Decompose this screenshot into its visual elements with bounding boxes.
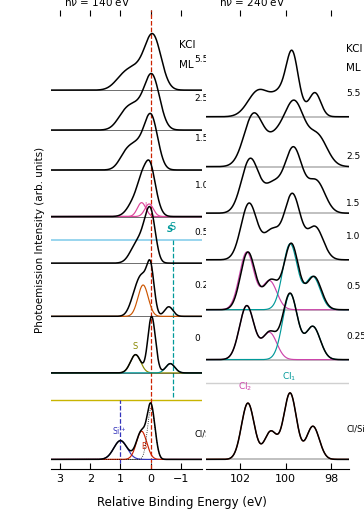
Text: 0.25: 0.25 (194, 281, 214, 290)
Text: Si$^+$: Si$^+$ (112, 425, 126, 437)
Text: B: B (141, 442, 146, 451)
Text: I: I (145, 202, 147, 211)
Text: S: S (169, 222, 175, 232)
Y-axis label: Photoemission Intensity (arb. units): Photoemission Intensity (arb. units) (35, 147, 46, 333)
Text: ML: ML (179, 60, 194, 70)
Text: 2.5: 2.5 (346, 152, 360, 161)
Text: 2.5: 2.5 (194, 94, 209, 104)
Text: Cl/Si: Cl/Si (194, 429, 213, 439)
Text: 0.25: 0.25 (346, 332, 364, 341)
Text: 0.5: 0.5 (194, 227, 209, 236)
Text: S: S (167, 225, 174, 233)
Text: Cl$_2$: Cl$_2$ (238, 381, 253, 393)
Text: KCl: KCl (179, 40, 196, 50)
Text: Relative Binding Energy (eV): Relative Binding Energy (eV) (97, 497, 267, 509)
Text: 1.0: 1.0 (346, 232, 360, 241)
Text: S: S (133, 342, 138, 351)
Text: 5.5: 5.5 (194, 54, 209, 64)
Text: (b) Cl 2$p$ Core
    h$\nu$ = 240 eV: (b) Cl 2$p$ Core h$\nu$ = 240 eV (206, 0, 285, 8)
Text: 5.5: 5.5 (346, 89, 360, 98)
Text: 1.5: 1.5 (346, 199, 360, 208)
Text: 0: 0 (194, 334, 200, 344)
Text: ML: ML (346, 64, 361, 73)
Text: 0.5: 0.5 (346, 282, 360, 291)
Text: Cl$_1$: Cl$_1$ (282, 371, 296, 383)
Text: (a) Si 2$p$ Core
    h$\nu$ = 140 eV: (a) Si 2$p$ Core h$\nu$ = 140 eV (51, 0, 130, 8)
Text: KCl: KCl (346, 44, 363, 53)
Text: 1.5: 1.5 (194, 134, 209, 143)
Text: 1.0: 1.0 (194, 181, 209, 190)
Text: Cl/Si: Cl/Si (346, 425, 364, 434)
